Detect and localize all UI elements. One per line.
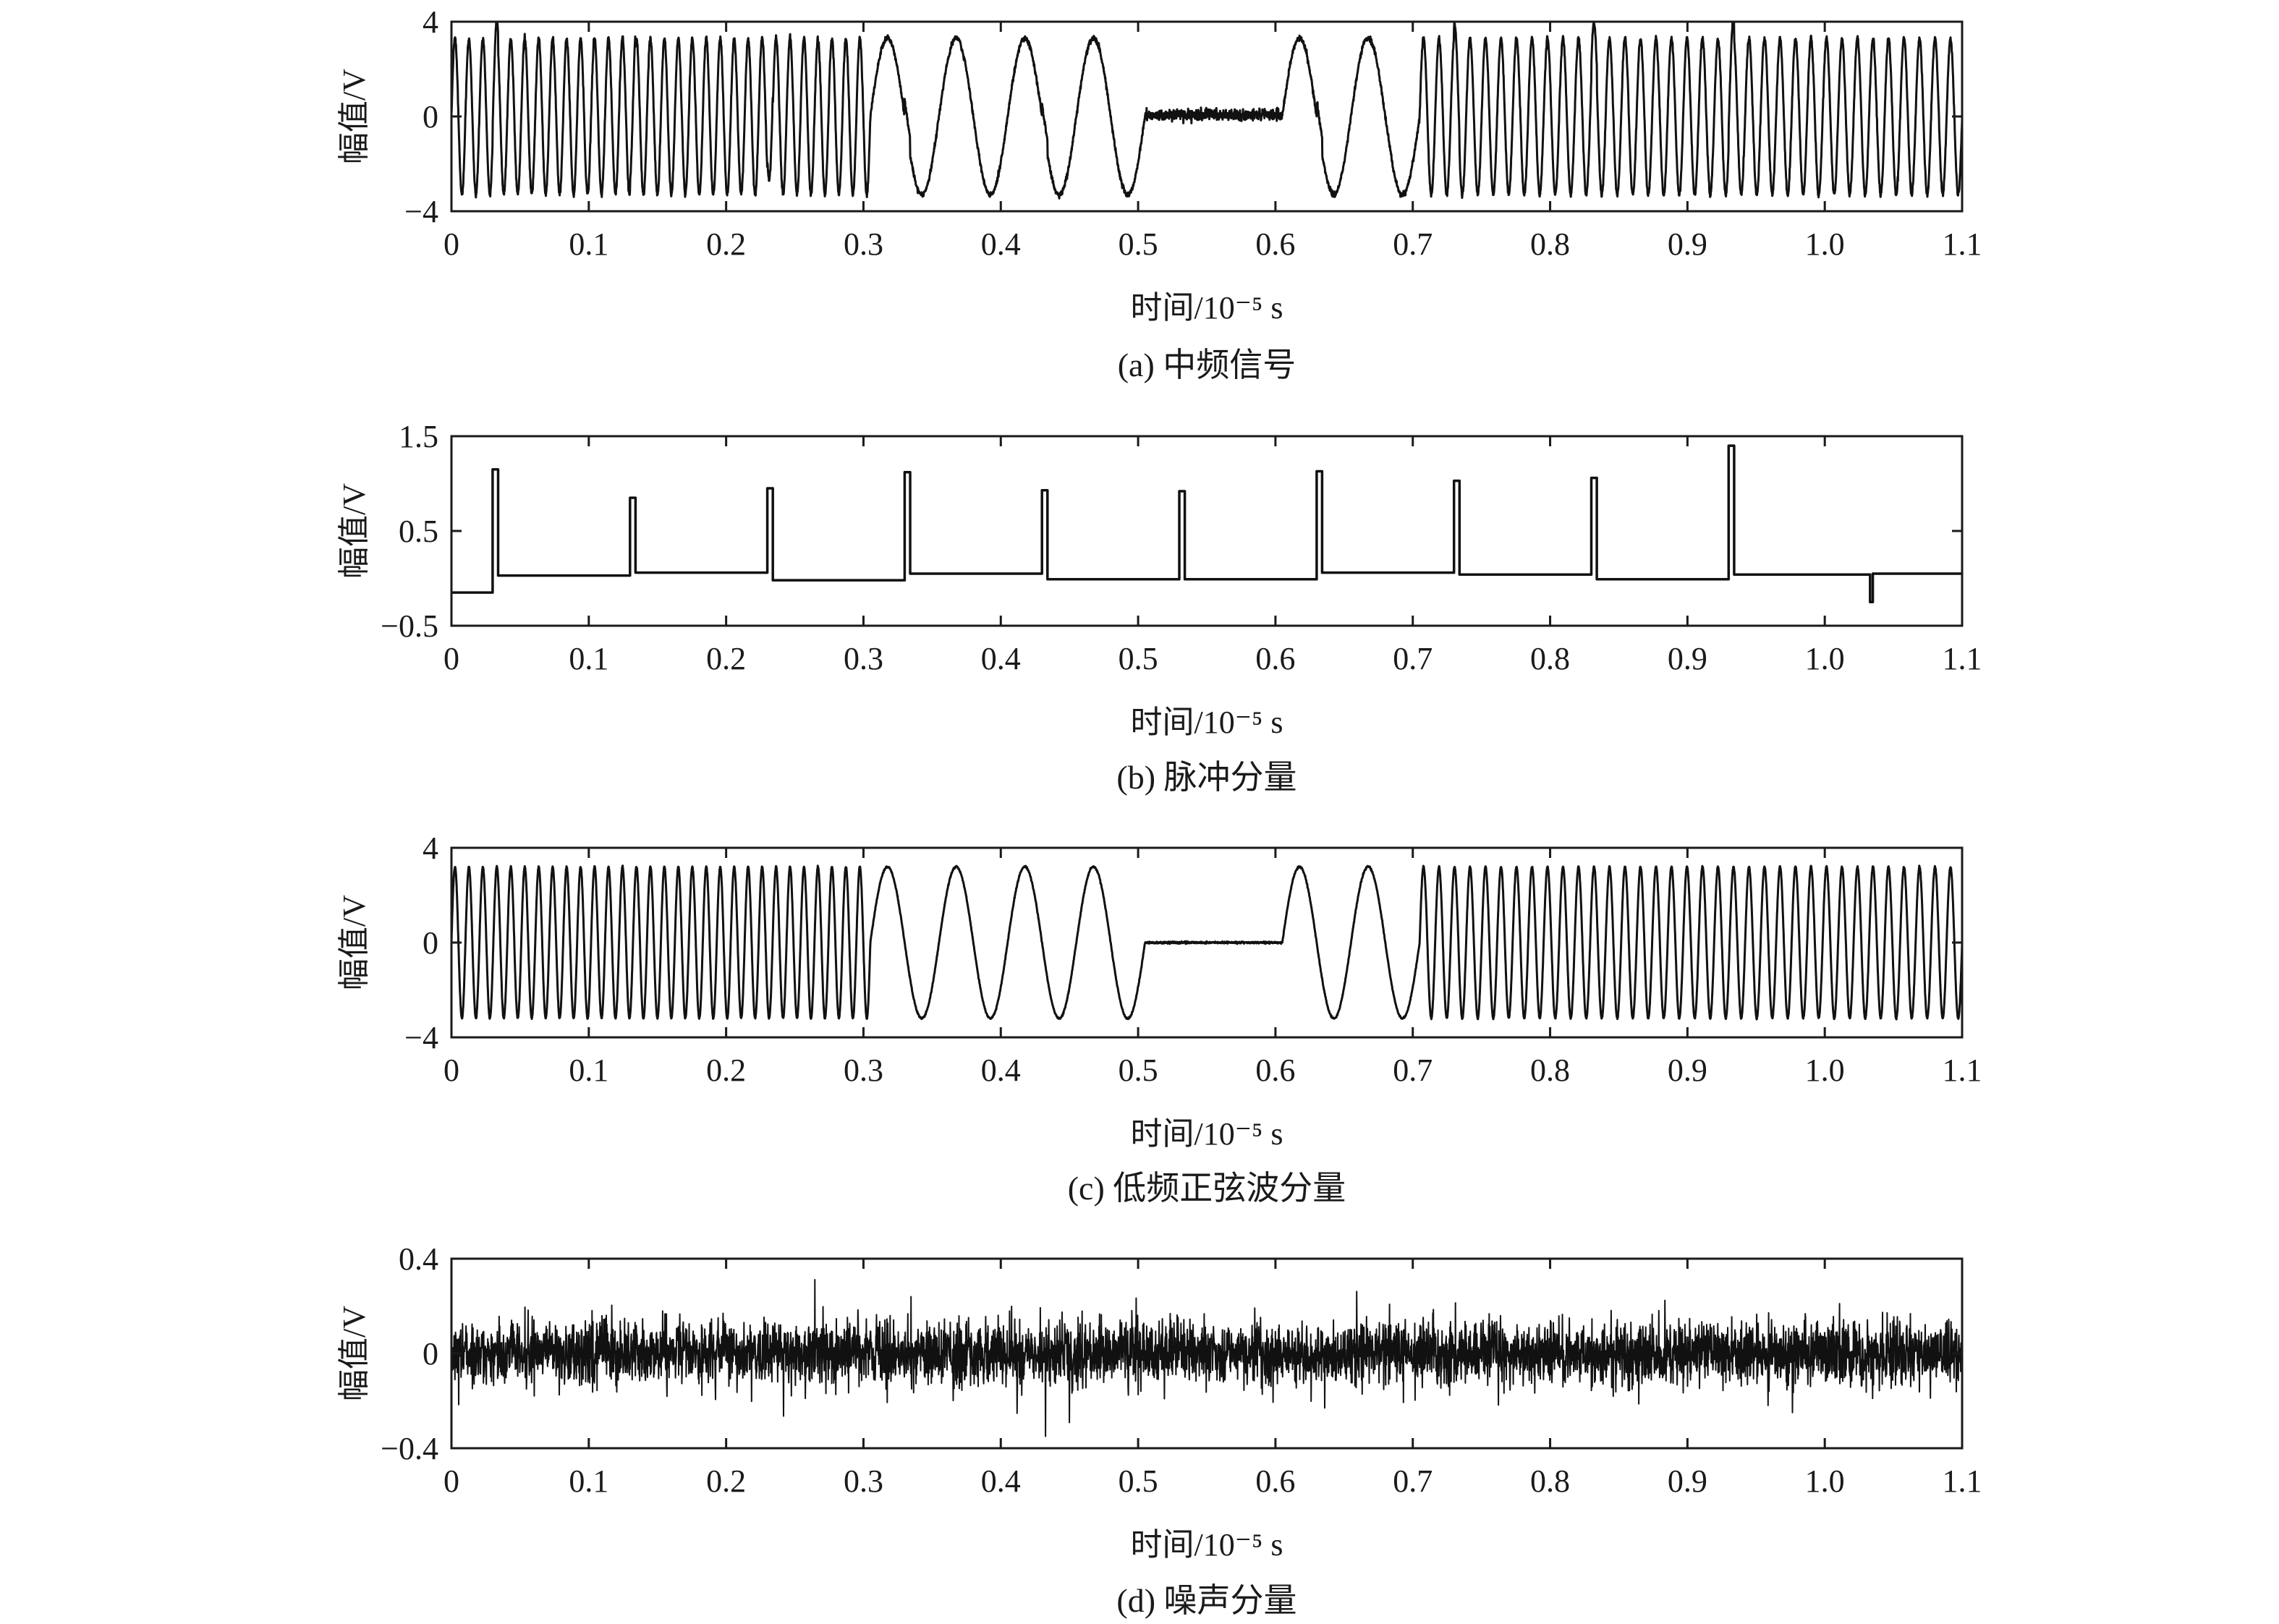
x-tick-label: 0.3: [844, 641, 883, 676]
x-axis-title: 时间/10⁻⁵ s: [1131, 290, 1283, 326]
x-tick-label: 0.4: [981, 641, 1021, 676]
chart-panel-3: 0 0.1 0.2 0.3 0.4 0.5 0.6 0.7 0.8 0.9 1.0 1.140−4时间…: [336, 830, 1982, 1207]
x-tick-label: 0.9: [1668, 1463, 1707, 1499]
chart-panel-2: 0 0.1 0.2 0.3 0.4 0.5 0.6 0.7 0.8 0.9 1.0 1.1 1.5 0.5…: [336, 419, 1982, 796]
y-axis-title: 幅值/V: [336, 69, 372, 164]
panel-caption: (d) 噪声分量: [1116, 1582, 1296, 1619]
x-tick-label: 0.7: [1393, 1463, 1433, 1499]
x-tick-label: 0.5: [1119, 1053, 1158, 1088]
chart-panel-4: 0 0.1 0.2 0.3 0.4 0.5 0.6 0.7 0.8 0.9 1.0 1.10.40−0…: [336, 1241, 1982, 1619]
x-tick-label: 0.3: [844, 1463, 883, 1499]
x-tick-label: 0.9: [1668, 641, 1707, 676]
y-tick-label: 0.5: [399, 514, 438, 549]
x-tick-label: 0.6: [1255, 226, 1295, 262]
x-tick-label: 1.0: [1805, 641, 1845, 676]
x-tick-label: 0.1: [569, 226, 608, 262]
x-tick-label: 0.4: [981, 1053, 1021, 1088]
y-tick-label: 1.5: [399, 419, 438, 454]
x-tick-label: 0.1: [569, 641, 608, 676]
x-tick-label: 0.8: [1530, 1053, 1570, 1088]
x-tick-label: 0.2: [706, 1053, 746, 1088]
x-tick-label: 1.0: [1805, 1053, 1845, 1088]
x-tick-label: 0.3: [844, 1053, 883, 1088]
series-trace-4: [451, 1279, 1963, 1437]
x-tick-label: 0.3: [844, 226, 883, 262]
y-tick-label: 4: [423, 830, 438, 866]
x-tick-label: 0.1: [569, 1053, 608, 1088]
x-tick-label: 0.8: [1530, 1463, 1570, 1499]
x-tick-label: 0.7: [1393, 641, 1433, 676]
x-tick-label: 0.4: [981, 1463, 1021, 1499]
x-tick-label: 0.8: [1530, 641, 1570, 676]
x-tick-label: 0.5: [1119, 226, 1158, 262]
x-tick-label: 0.9: [1668, 1053, 1707, 1088]
x-tick-label: 1.1: [1943, 1463, 1982, 1499]
x-tick-label: 1.1: [1943, 641, 1982, 676]
x-tick-label: 1.1: [1943, 1053, 1982, 1088]
x-tick-label: 1.1: [1943, 226, 1982, 262]
x-tick-label: 0.1: [569, 1463, 608, 1499]
x-tick-label: 1.0: [1805, 226, 1845, 262]
x-tick-label: 0.6: [1255, 1463, 1295, 1499]
y-tick-label: −0.5: [381, 608, 438, 644]
y-tick-label: 0: [423, 99, 438, 135]
panel-caption: (c) 低频正弦波分量: [1068, 1170, 1346, 1207]
x-tick-label: 0.2: [706, 226, 746, 262]
x-tick-label: 0.4: [981, 226, 1021, 262]
x-tick-label: 0.5: [1119, 1463, 1158, 1499]
x-tick-label: 0.6: [1255, 1053, 1295, 1088]
panel-caption: (b) 脉冲分量: [1116, 759, 1296, 796]
y-tick-label: 0.4: [399, 1241, 438, 1277]
y-tick-label: 0: [423, 925, 438, 961]
x-tick-label: 0.6: [1255, 641, 1295, 676]
y-axis-title: 幅值/V: [336, 483, 372, 579]
y-tick-label: 4: [423, 4, 438, 40]
y-tick-label: −4: [404, 194, 438, 229]
y-tick-label: −0.4: [381, 1431, 438, 1466]
series-trace-2: [451, 444, 1962, 604]
x-tick-label: 0: [444, 641, 459, 676]
series-trace-3: [450, 864, 1964, 1021]
y-axis-title: 幅值/V: [336, 895, 372, 990]
x-axis-title: 时间/10⁻⁵ s: [1131, 1116, 1283, 1152]
x-tick-label: 0: [444, 1463, 459, 1499]
x-tick-label: 0: [444, 1053, 459, 1088]
x-tick-label: 0.8: [1530, 226, 1570, 262]
x-axis-title: 时间/10⁻⁵ s: [1131, 705, 1283, 740]
x-tick-label: 0.5: [1119, 641, 1158, 676]
panel-caption: (a) 中频信号: [1118, 347, 1296, 383]
x-tick-label: 0.9: [1668, 226, 1707, 262]
series-trace-1: [450, 20, 1964, 200]
y-axis-title: 幅值/V: [336, 1306, 372, 1401]
x-tick-label: 0.7: [1393, 226, 1433, 262]
x-tick-label: 0.2: [706, 1463, 746, 1499]
y-tick-label: −4: [404, 1020, 438, 1055]
x-axis-title: 时间/10⁻⁵ s: [1131, 1527, 1283, 1563]
y-tick-label: 0: [423, 1336, 438, 1372]
x-tick-label: 0: [444, 226, 459, 262]
chart-panel-1: 0 0.1 0.2 0.3 0.4 0.5 0.6 0.7 0.8 0.9 1.0 1.140−4时间…: [336, 4, 1982, 383]
x-tick-label: 1.0: [1805, 1463, 1845, 1499]
x-tick-label: 0.2: [706, 641, 746, 676]
x-tick-label: 0.7: [1393, 1053, 1433, 1088]
